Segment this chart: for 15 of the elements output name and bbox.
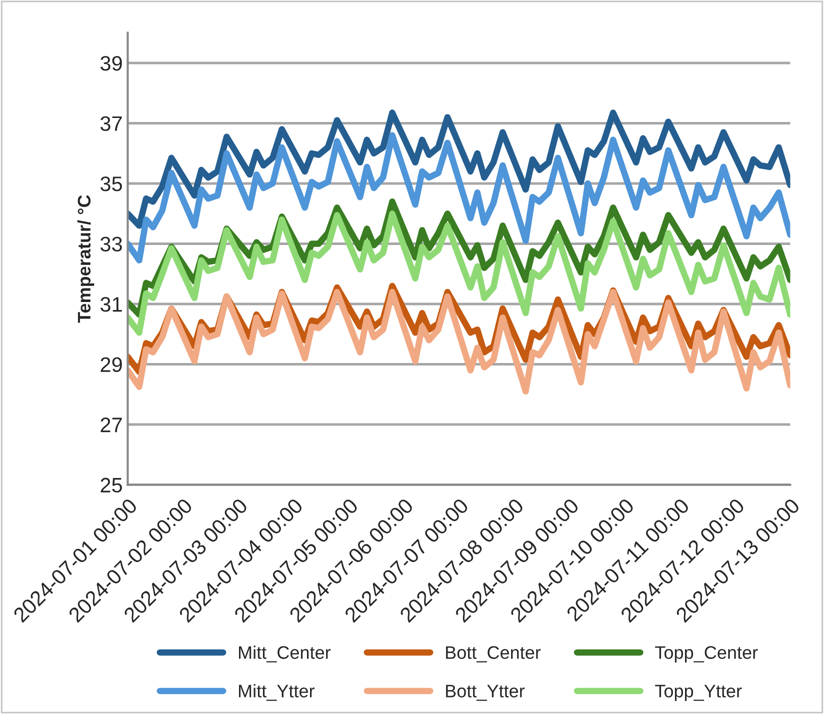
y-tick-label: 29 xyxy=(100,357,122,372)
legend-label: Bott_Ytter xyxy=(446,684,525,701)
legend-label: Topp_Center xyxy=(655,646,758,663)
y-axis-title: Temperatur/ °C xyxy=(77,195,94,323)
y-tick-label: 37 xyxy=(100,116,122,131)
y-tick-label: 25 xyxy=(100,478,122,493)
legend-label: Mitt_Ytter xyxy=(239,684,314,701)
y-tick-label: 33 xyxy=(100,236,122,252)
legend-label: Topp_Ytter xyxy=(655,684,742,702)
legend-label: Bott_Center xyxy=(446,646,541,662)
y-tick-label: 31 xyxy=(100,297,122,312)
y-tick-label: 35 xyxy=(100,176,122,192)
y-tick-label: 39 xyxy=(100,56,122,71)
legend-label: Mitt_Center xyxy=(239,646,331,662)
y-tick-label: 27 xyxy=(100,418,122,432)
